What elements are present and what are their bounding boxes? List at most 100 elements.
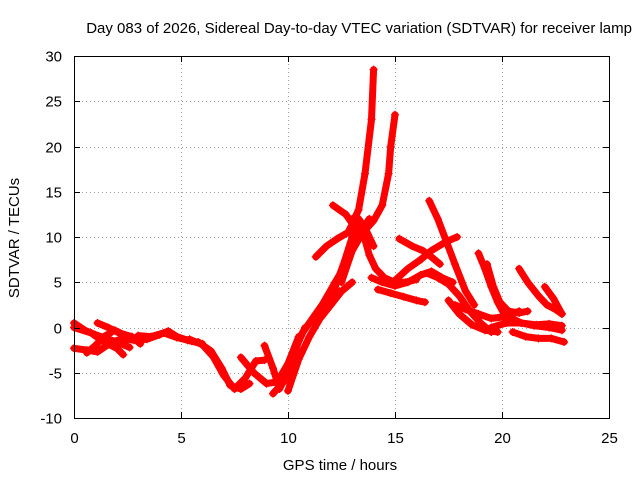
y-tick-label: -10	[40, 411, 62, 428]
x-axis-label: GPS time / hours	[283, 457, 397, 474]
data-point	[93, 319, 102, 327]
data-point	[299, 328, 307, 336]
series-arc-07	[134, 328, 196, 346]
data-point	[337, 278, 346, 287]
data-point	[487, 323, 496, 332]
data-point	[450, 260, 459, 269]
data-point	[444, 280, 453, 289]
data-point	[395, 234, 404, 243]
x-tick-label: 15	[387, 430, 404, 447]
data-point	[444, 296, 453, 305]
series-arc-24	[425, 196, 479, 309]
y-tick-label: 20	[45, 140, 62, 157]
data-point	[373, 285, 382, 294]
series-arc-26	[444, 296, 502, 336]
data-point	[185, 335, 194, 344]
data-point	[343, 228, 352, 237]
data-point	[322, 242, 331, 251]
data-point	[119, 350, 128, 359]
data-point	[504, 312, 513, 321]
data-point	[427, 246, 436, 255]
data-point	[217, 364, 226, 373]
series-arc-29	[483, 260, 532, 317]
chart-title: Day 083 of 2026, Sidereal Day-to-day VTE…	[86, 20, 632, 37]
data-point	[378, 201, 387, 210]
data-point	[112, 344, 121, 353]
series-line	[329, 66, 378, 227]
data-point	[284, 386, 292, 395]
data-point	[399, 292, 408, 301]
data-point	[435, 260, 444, 269]
data-point	[93, 347, 102, 356]
data-point	[515, 264, 524, 273]
data-point	[305, 332, 314, 341]
series-line	[194, 338, 253, 393]
data-point	[523, 307, 532, 316]
data-point	[172, 333, 181, 342]
data-point	[269, 389, 277, 398]
data-point	[348, 233, 357, 241]
data-point	[461, 287, 470, 296]
data-point	[461, 305, 470, 314]
data-point	[532, 320, 541, 329]
x-tick-label: 20	[494, 430, 511, 447]
data-point	[361, 169, 369, 178]
y-tick-label: 10	[45, 230, 62, 247]
data-point	[495, 298, 504, 307]
data-point	[468, 320, 476, 329]
data-point	[125, 343, 134, 352]
data-point	[450, 300, 459, 309]
data-point	[134, 331, 143, 340]
data-point	[391, 276, 399, 285]
data-point	[365, 251, 374, 260]
data-point	[502, 319, 511, 327]
data-point	[147, 332, 155, 341]
data-point	[455, 309, 464, 318]
data-point	[194, 338, 203, 346]
data-point	[316, 314, 325, 323]
data-point	[442, 237, 451, 246]
y-tick-label: -5	[49, 366, 62, 383]
data-point	[480, 326, 489, 335]
data-point	[104, 323, 113, 332]
y-tick-label: 5	[54, 275, 62, 292]
data-point	[384, 169, 393, 178]
data-point	[87, 328, 96, 337]
data-point	[549, 294, 558, 303]
data-point	[236, 353, 245, 362]
data-point	[129, 336, 138, 345]
data-point	[493, 328, 502, 336]
series-arc-21	[373, 285, 429, 307]
y-tick-label: 0	[54, 321, 62, 338]
data-point	[412, 296, 421, 305]
data-point	[515, 309, 524, 317]
data-point	[341, 210, 350, 219]
data-point	[305, 319, 314, 327]
data-point	[207, 347, 215, 355]
series-arc-22	[395, 234, 444, 269]
data-point	[91, 341, 100, 350]
axis-ticks: 0 5 10 15 20 25 -10 -5 0 5 10 15 20 25 30	[40, 49, 618, 448]
data-point	[311, 252, 320, 261]
data-point	[489, 282, 498, 291]
y-tick-label: 30	[45, 49, 62, 66]
series-arc-31	[508, 328, 569, 346]
data-point	[159, 328, 168, 337]
data-point	[542, 300, 551, 309]
series-arc-34	[487, 319, 566, 332]
x-tick-label: 5	[177, 430, 185, 447]
series-arc-05	[70, 323, 128, 359]
data-point	[260, 341, 269, 350]
data-point	[378, 278, 387, 287]
data-point	[408, 242, 417, 251]
data-point	[371, 264, 380, 273]
series-arc-09	[194, 338, 254, 393]
data-point	[453, 233, 462, 241]
data-point	[433, 273, 442, 282]
data-point	[403, 278, 412, 287]
data-point	[433, 214, 442, 223]
data-point	[114, 328, 123, 337]
series-arc-33	[540, 282, 566, 318]
data-point	[322, 305, 331, 314]
